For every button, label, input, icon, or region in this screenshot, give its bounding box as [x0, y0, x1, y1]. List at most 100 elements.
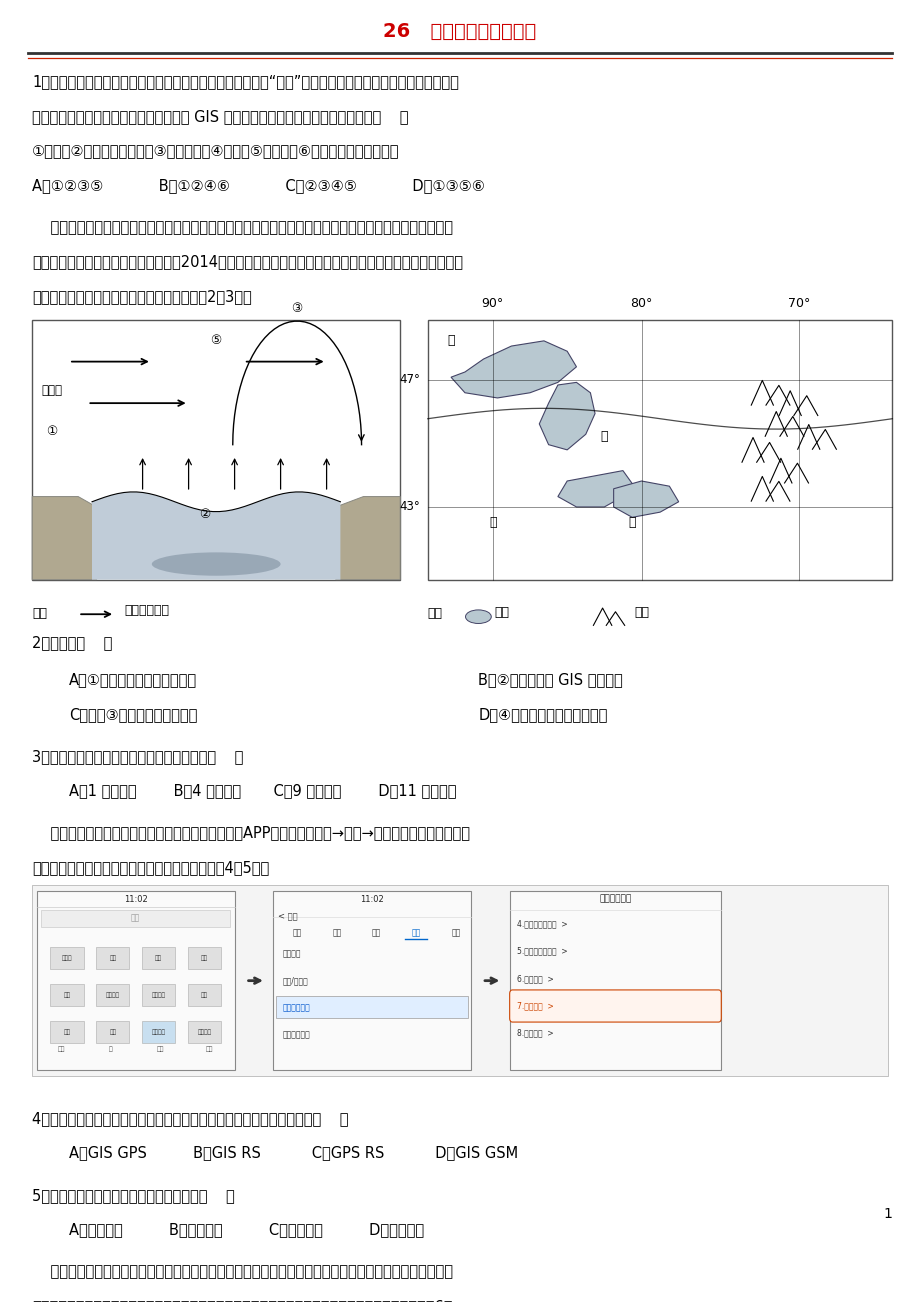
Text: 关键因素。电动汽车充电站的选址可利用 GIS 系统作综合分析，需调取的参考图层是（    ）: 关键因素。电动汽车充电站的选址可利用 GIS 系统作综合分析，需调取的参考图层是…: [32, 109, 408, 124]
Text: 服务: 服务: [292, 928, 302, 937]
Text: 付款: 付款: [109, 954, 116, 961]
Text: 交通: 交通: [411, 928, 421, 937]
Text: 丙: 丙: [489, 516, 496, 529]
Text: A．GIS GPS          B．GIS RS           C．GPS RS           D．GIS GSM: A．GIS GPS B．GIS RS C．GPS RS D．GIS GSM: [69, 1146, 517, 1160]
Text: 冷空气: 冷空气: [41, 384, 62, 397]
Text: ③: ③: [291, 302, 302, 315]
Bar: [509, 891, 720, 1070]
Text: A．产品联系          B．生产联系          C．空间联系          D．信息联系: A．产品联系 B．生产联系 C．空间联系 D．信息联系: [69, 1223, 424, 1237]
Text: 转账: 转账: [63, 992, 71, 997]
Text: 上海公交查询: 上海公交查询: [598, 894, 631, 904]
Bar: [51, 984, 84, 1006]
Bar: [142, 984, 175, 1006]
Text: 出行: 出行: [200, 954, 208, 961]
Text: 搜索: 搜索: [130, 914, 141, 923]
Text: 附近实时查询: 附近实时查询: [282, 1031, 310, 1040]
Text: 43°: 43°: [399, 500, 420, 513]
Bar: [187, 1021, 221, 1043]
Bar: [41, 910, 230, 927]
Text: 4.前滩海洋公园站  >: 4.前滩海洋公园站 >: [516, 919, 567, 928]
Bar: [276, 996, 468, 1018]
Text: 乙: 乙: [600, 431, 607, 444]
Polygon shape: [335, 496, 400, 579]
Text: A．①气流强弱决定降水量多少: A．①气流强弱决定降水量多少: [69, 672, 197, 687]
Text: 甲: 甲: [447, 335, 454, 348]
Text: B．②环节可以用 GIS 技术监测: B．②环节可以用 GIS 技术监测: [478, 672, 622, 687]
Text: 地道进展: 地道进展: [282, 949, 301, 958]
Bar: [187, 984, 221, 1006]
Text: 80°: 80°: [630, 297, 652, 310]
Text: ②: ②: [199, 508, 210, 521]
Text: 扫一扫: 扫一扫: [62, 954, 73, 961]
Text: ①交通图②公共停车场分布图③电力网络图④地形图⑤住宅区图⑥充电设备服务商分布图: ①交通图②公共停车场分布图③电力网络图④地形图⑤住宅区图⑥充电设备服务商分布图: [32, 143, 399, 159]
Bar: [427, 320, 891, 579]
Bar: [273, 891, 471, 1070]
Text: 几千米以内的市内骑行。图为北京某用户在一天中不同时段查询到的同一区域单车分布状况。读图，完成6～: 几千米以内的市内骑行。图为北京某用户在一天中不同时段查询到的同一区域单车分布状况…: [32, 1299, 452, 1302]
Text: 11:02: 11:02: [124, 894, 147, 904]
Text: 到要乘坐公交车的相关信息（如图）。读图，完成4～5题。: 到要乘坐公交车的相关信息（如图）。读图，完成4～5题。: [32, 861, 269, 875]
Bar: [187, 947, 221, 969]
Text: 气流运动方向: 气流运动方向: [124, 604, 169, 617]
Text: 某科技有限公司研发了一款无桩借还车模式。人们通过智能手机就能快速租用和归还一辆单车，完成一次: 某科技有限公司研发了一款无桩借还车模式。人们通过智能手机就能快速租用和归还一辆单…: [32, 1264, 453, 1280]
Text: 图例: 图例: [32, 607, 47, 620]
Text: 花年: 花年: [63, 1029, 71, 1035]
Ellipse shape: [152, 552, 280, 575]
Bar: [96, 984, 130, 1006]
Bar: [51, 947, 84, 969]
Text: 发现: 发现: [156, 1047, 164, 1052]
Text: 1: 1: [882, 1207, 891, 1221]
Text: 车主: 车主: [371, 928, 381, 937]
Text: 90°: 90°: [482, 297, 504, 310]
Text: 山脉: 山脉: [634, 607, 649, 620]
Text: 彩票: 彩票: [109, 1029, 116, 1035]
Text: < 首页: < 首页: [278, 913, 297, 921]
Text: 5．支付宝公司与城市公交公司的合作属于（    ）: 5．支付宝公司与城市公交公司的合作属于（ ）: [32, 1187, 234, 1203]
Text: 岸形成降水的现象。受大湖效应影响，2014年美国部分地区遭受羕见的暴风雪。左下图为某次暴风雪形成过: 岸形成降水的现象。受大湖效应影响，2014年美国部分地区遭受羕见的暴风雪。左下图…: [32, 255, 462, 270]
Text: 1．美国特斯拉汽车公司生产的纯电动汽车，被称为汽车业的“苹果”。加强充电站建设是推动电动汽车发展的: 1．美国特斯拉汽车公司生产的纯电动汽车，被称为汽车业的“苹果”。加强充电站建设是…: [32, 74, 459, 89]
Text: 友: 友: [109, 1047, 113, 1052]
Text: 综合: 综合: [450, 928, 460, 937]
Text: 程示意图，右下图为某区域地图。读图，回答2～3题。: 程示意图，右下图为某区域地图。读图，回答2～3题。: [32, 289, 252, 305]
Text: 首页: 首页: [58, 1047, 65, 1052]
Bar: [96, 947, 130, 969]
Bar: [142, 1021, 175, 1043]
Polygon shape: [32, 496, 96, 579]
Text: 图例: 图例: [427, 607, 442, 620]
Text: 6.杨思路站  >: 6.杨思路站 >: [516, 974, 553, 983]
Bar: [32, 885, 887, 1077]
Text: 70°: 70°: [788, 297, 810, 310]
Text: 3．如图中出现降雪量最大月份和地点可能是（    ）: 3．如图中出现降雪量最大月份和地点可能是（ ）: [32, 749, 244, 764]
Text: 2．如图中（    ）: 2．如图中（ ）: [32, 635, 112, 650]
Text: ⑤: ⑤: [210, 335, 221, 348]
Polygon shape: [450, 341, 576, 398]
Text: 26   地理信息技术的应用: 26 地理信息技术的应用: [383, 22, 536, 40]
Ellipse shape: [465, 609, 491, 624]
Text: 水体: 水体: [494, 607, 508, 620]
FancyBboxPatch shape: [509, 990, 720, 1022]
Text: 8.上海路站  >: 8.上海路站 >: [516, 1029, 553, 1038]
Text: ①: ①: [46, 426, 57, 439]
Text: C．产生③过程的原理类似暖锋: C．产生③过程的原理类似暖锋: [69, 707, 198, 721]
Text: 我的: 我的: [206, 1047, 213, 1052]
Text: 11:02: 11:02: [360, 894, 383, 904]
Polygon shape: [539, 383, 595, 450]
Bar: [32, 320, 400, 579]
Text: 某人在上海等待公交车时，通过支付宝手机软件（APP）中的城市服务→交通→实时交通查询，方便地查: 某人在上海等待公交车时，通过支付宝手机软件（APP）中的城市服务→交通→实时交通…: [32, 825, 470, 841]
Bar: [37, 891, 234, 1070]
Text: 丁: 丁: [628, 516, 635, 529]
Text: 医疗: 医疗: [332, 928, 342, 937]
Text: 大湖效应是指冷空气遇到大面积未结冰的水面（通常是湖泊），从中得到水蒸汽和热能，然后在向风的湖: 大湖效应是指冷空气遇到大面积未结冰的水面（通常是湖泊），从中得到水蒸汽和热能，然…: [32, 220, 453, 234]
Text: 4．支付宝城市服务中的实时公交查询功能，运用的地理信息技术主要是（    ）: 4．支付宝城市服务中的实时公交查询功能，运用的地理信息技术主要是（ ）: [32, 1111, 348, 1126]
Bar: [142, 947, 175, 969]
Polygon shape: [613, 480, 678, 517]
Text: 红包: 红包: [200, 992, 208, 997]
Text: D．④为高空冷气流受热后抗升: D．④为高空冷气流受热后抗升: [478, 707, 607, 721]
Text: 5.前滩海洋公园站  >: 5.前滩海洋公园站 >: [516, 947, 567, 956]
Text: 滴滴出行: 滴滴出行: [152, 992, 165, 997]
Text: A．①②③⑤            B．①②④⑥            C．②③④⑤            D．①③⑤⑥: A．①②③⑤ B．①②④⑥ C．②③④⑤ D．①③⑤⑥: [32, 178, 484, 193]
Text: 充値中心: 充値中心: [106, 992, 119, 997]
Text: 共享单车: 共享单车: [198, 1029, 211, 1035]
Text: 47°: 47°: [399, 374, 420, 387]
Text: 火车/汽车票: 火车/汽车票: [282, 976, 308, 986]
Text: 实时交通查询: 实时交通查询: [282, 1004, 310, 1013]
